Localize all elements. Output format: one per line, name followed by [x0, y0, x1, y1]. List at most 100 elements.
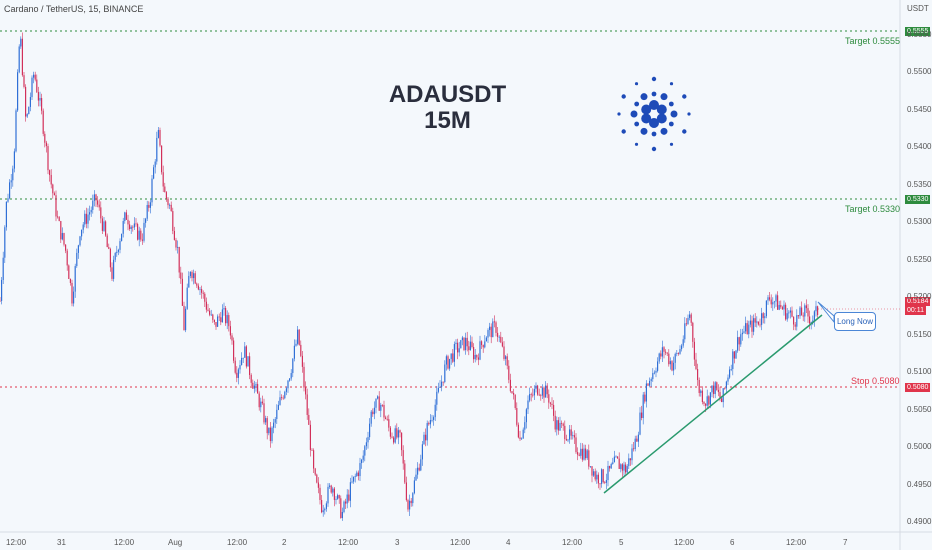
- candle-body: [47, 146, 49, 171]
- candle-body: [25, 86, 27, 117]
- candle-body: [513, 392, 515, 395]
- candle-body: [377, 396, 379, 399]
- candle-body: [129, 224, 131, 230]
- candle-body: [421, 444, 423, 460]
- candle-body: [524, 422, 526, 430]
- candle-body: [18, 46, 20, 73]
- candle-body: [697, 369, 699, 381]
- candle-body: [149, 202, 151, 208]
- target-1-label: Target 0.5330: [845, 204, 901, 214]
- candle-body: [274, 418, 276, 423]
- candle-body: [327, 486, 329, 504]
- candle-body: [109, 248, 111, 268]
- candle-body: [138, 230, 140, 240]
- countdown-tag: 00:11: [905, 306, 926, 315]
- candle-body: [173, 230, 175, 240]
- candle-body: [721, 398, 723, 403]
- candle-body: [501, 342, 503, 347]
- candle-body: [514, 394, 516, 409]
- plot-area[interactable]: [0, 0, 900, 532]
- candle-body: [191, 271, 193, 279]
- candle-body: [508, 365, 510, 380]
- candle-body: [305, 387, 307, 395]
- time-tick-label: 12:00: [114, 538, 135, 547]
- candle-body: [229, 326, 231, 336]
- candle-body: [713, 385, 715, 395]
- candle-body: [348, 494, 350, 501]
- candle-body: [183, 305, 185, 331]
- candle-body: [455, 342, 457, 344]
- candle-body: [269, 427, 271, 442]
- candle-body: [31, 77, 33, 98]
- candle-body: [73, 291, 75, 304]
- candle-body: [250, 375, 252, 383]
- time-tick-label: 12:00: [6, 538, 27, 547]
- candle-body: [175, 239, 177, 248]
- candle-body: [812, 320, 814, 323]
- candle-body: [418, 467, 420, 471]
- candle-body: [498, 336, 500, 338]
- candle-body: [137, 224, 139, 240]
- candle-body: [228, 315, 230, 327]
- candle-body: [409, 500, 411, 510]
- candle-body: [609, 465, 611, 469]
- candle-body: [461, 337, 463, 341]
- candle-body: [567, 439, 569, 441]
- candle-body: [52, 184, 54, 194]
- candle-body: [245, 346, 247, 367]
- candle-body: [597, 474, 599, 484]
- candle-body: [7, 198, 9, 202]
- candle-body: [85, 213, 87, 224]
- candle-body: [783, 304, 785, 310]
- candle-body: [757, 321, 759, 325]
- price-tick-label: 0.5300: [907, 217, 932, 226]
- candle-body: [517, 424, 519, 438]
- candle-body: [340, 498, 342, 519]
- candle-body: [357, 472, 359, 477]
- candle-body: [716, 382, 718, 390]
- candle-body: [359, 463, 361, 477]
- candle-body: [565, 439, 567, 441]
- candle-body: [751, 320, 753, 332]
- candle-body: [369, 423, 371, 438]
- candle-body: [700, 390, 702, 393]
- time-tick-label: 7: [843, 538, 848, 547]
- candle-body: [431, 419, 433, 421]
- candle-body: [42, 110, 44, 134]
- candle-body: [68, 265, 70, 279]
- candle-body: [471, 341, 473, 347]
- candle-body: [671, 361, 673, 371]
- candle-body: [97, 200, 99, 205]
- candle-body: [36, 79, 38, 93]
- candle-body: [209, 310, 211, 315]
- candle-body: [786, 313, 788, 320]
- candle-body: [692, 322, 694, 342]
- candle-body: [244, 346, 246, 358]
- target-2-tag: 0.5555: [905, 27, 931, 36]
- candle-body: [316, 474, 318, 483]
- candle-body: [111, 267, 113, 279]
- candle-body: [477, 357, 479, 360]
- support-trendline[interactable]: [603, 314, 823, 494]
- candle-body: [775, 295, 777, 302]
- candle-body: [98, 204, 100, 208]
- candle-body: [125, 212, 127, 220]
- candle-body: [801, 307, 803, 316]
- candle-body: [687, 317, 689, 325]
- candle-body: [156, 137, 158, 162]
- candle-body: [625, 464, 627, 473]
- candle-body: [388, 419, 390, 428]
- candle-body: [396, 428, 398, 438]
- candle-body: [287, 380, 289, 389]
- candle-body: [330, 485, 332, 493]
- candle-body: [719, 392, 721, 399]
- candle-body: [389, 427, 391, 437]
- candle-body: [298, 329, 300, 345]
- candle-body: [805, 305, 807, 309]
- candle-body: [797, 315, 799, 317]
- time-tick-label: 6: [730, 538, 735, 547]
- candle-body: [626, 466, 628, 473]
- candle-body: [682, 339, 684, 346]
